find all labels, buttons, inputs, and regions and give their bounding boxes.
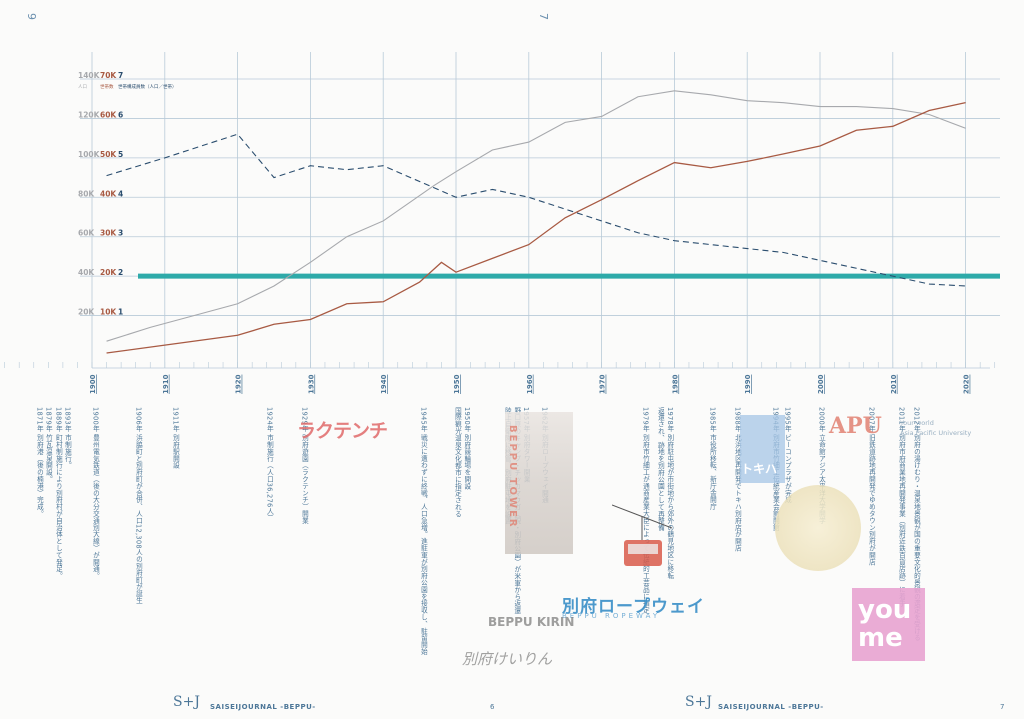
apu-logo-sub: Your world Asia Pacific University xyxy=(900,419,972,437)
timeline-entry-t1978: 1978年 別府駐屯地が市街地から郊外の鶴見地区に移転 返還され、跡地を別府公園… xyxy=(656,407,674,580)
footer-page-number-left: 6 xyxy=(490,703,495,711)
timeline-entry-t1871: 1871年 別府港（後の楠港）完成。 xyxy=(35,407,44,518)
y-tick-households-7: 70K xyxy=(100,71,117,80)
tokiha-logo: トキハ xyxy=(741,462,778,476)
bamboo-craft-photo xyxy=(775,485,861,571)
y-tick-households-2: 20K xyxy=(100,268,117,277)
decade-label-1970: 1970 xyxy=(599,374,607,394)
footer-logo-right: S+J xyxy=(685,694,712,710)
legend-households: 世帯数 xyxy=(100,83,114,90)
y-tick-avg-1: 1 xyxy=(118,308,123,317)
y-tick-households-1: 10K xyxy=(100,308,117,317)
timeline-entry-t1906: 1906年 浜脇町と別府町が合併、人口12,308人の別府町が誕生 xyxy=(134,407,143,605)
timeline-entry-t1911: 1911年 別府駅開設 xyxy=(171,407,180,469)
timeline-entry-t1929: 1929年 別府遊園（ラクテンチ）開業 xyxy=(300,407,309,524)
decade-label-1910: 1910 xyxy=(162,374,170,394)
timeline-entry-t1889: 1889年 町村制施行により別府村が自治体として発足。 xyxy=(54,407,63,580)
decade-label-1900: 1900 xyxy=(89,374,97,394)
timeline-entry-t1900: 1900年 豊州電気鉄道（後の大分交通別大線）が開通。 xyxy=(91,407,100,580)
beppu-tower-logo: BEPPU TOWER xyxy=(507,425,518,529)
footer-logo-left: S+J xyxy=(173,694,200,710)
y-tick-population-2: 40K xyxy=(78,268,95,277)
y-tick-households-4: 40K xyxy=(100,189,117,198)
decade-label-2020: 2020 xyxy=(963,374,971,394)
y-tick-avg-3: 3 xyxy=(118,229,123,238)
y-tick-population-4: 80K xyxy=(78,189,95,198)
y-tick-households-3: 30K xyxy=(100,229,117,238)
timeline-entry-t2012: 2012年 別府の湯けむり・温泉地景観が国の重要文化的景観の選定を受ける xyxy=(912,407,921,642)
youme-logo-block xyxy=(852,588,925,661)
apu-logo: APU xyxy=(829,413,882,439)
decade-label-1950: 1950 xyxy=(453,374,461,394)
series-line-0 xyxy=(106,90,966,342)
y-tick-avg-7: 7 xyxy=(118,71,123,80)
timeline-entry-t1979: 1979年 別府市竹細工が通商産業大臣によって伝統的工芸品に指定 xyxy=(641,407,650,614)
timeline-entry-t1995: 1995年 ビーコンプラザが完成 xyxy=(783,407,792,504)
decade-label-1920: 1920 xyxy=(235,374,243,394)
timeline-entry-t1924: 1924年 市制施行（人口36,276人） xyxy=(265,407,274,522)
y-tick-population-7: 140K xyxy=(78,71,101,80)
timeline-entry-t1895: 1893年 市制施行。 xyxy=(63,407,72,469)
decade-label-1980: 1980 xyxy=(671,374,679,394)
youme-logo: you me xyxy=(858,595,912,653)
legend-avg: 世帯構成員数（人口／世帯） xyxy=(118,83,177,90)
kirin-logo-jp: 別府けいりん xyxy=(462,650,553,668)
rakutenchi-logo: ラクテンチ xyxy=(297,420,388,442)
beppu-tower-photo xyxy=(505,412,573,554)
y-tick-population-1: 20K xyxy=(78,308,95,317)
timeline-entry-t2011: 2011年 別府市府商業地再開発事業（別府近鉄百貨店跡）に着手 xyxy=(897,407,906,607)
timeline-entry-t1985: 1985年 市役所移転、新庁舎開庁 xyxy=(708,407,717,511)
y-tick-avg-5: 5 xyxy=(118,150,123,159)
timeline-entry-t1988: 1988年 北浜地区再開発でトキハ別府店が開店 xyxy=(733,407,742,552)
y-tick-population-6: 120K xyxy=(78,110,101,119)
decade-label-2010: 2010 xyxy=(890,374,898,394)
footer-page-number-right: 7 xyxy=(1000,703,1005,711)
footer-brand-left: SAISEIJOURNAL -BEPPU- xyxy=(210,703,316,711)
tokiha-logo-block xyxy=(740,415,785,483)
y-tick-avg-4: 4 xyxy=(118,189,123,198)
series-line-1 xyxy=(106,102,966,354)
y-tick-households-6: 60K xyxy=(100,110,117,119)
timeline-entry-t1879: 1879年 竹瓦温泉開設。 xyxy=(44,407,53,483)
y-tick-avg-6: 6 xyxy=(118,110,123,119)
decade-label-1930: 1930 xyxy=(307,374,315,394)
series-line-2 xyxy=(106,133,966,287)
kirin-logo: BEPPU KIRIN xyxy=(488,615,575,629)
decade-label-1990: 1990 xyxy=(744,374,752,394)
decade-label-2000: 2000 xyxy=(817,374,825,394)
y-tick-households-5: 50K xyxy=(100,150,117,159)
timeline-entry-t2000: 2000年 立命館アジア太平洋大学開学 xyxy=(817,407,826,524)
footer-brand-right: SAISEIJOURNAL -BEPPU- xyxy=(718,703,824,711)
y-tick-avg-2: 2 xyxy=(118,268,123,277)
ropeway-gondola-icon xyxy=(612,504,672,566)
decade-label-1960: 1960 xyxy=(526,374,534,394)
timeline-entry-t1950: 1950年 別府競輪場を開設 国際観光温泉文化都市に指定される xyxy=(453,407,471,518)
decade-label-1940: 1940 xyxy=(380,374,388,394)
ropeway-logo-sub: BEPPU ROPEWAY xyxy=(562,612,661,620)
y-tick-population-5: 100K xyxy=(78,150,101,159)
y-tick-population-3: 60K xyxy=(78,229,95,238)
timeline-entry-t2007: 2007年 旧鉄道跡地再開発でゆめタウン別府が開店 xyxy=(867,407,876,566)
ropeway-logo: 別府ロープウェイ xyxy=(562,597,705,617)
legend-population: 人口 xyxy=(78,84,87,90)
timeline-entry-t1945: 1945年 戦災に遭わずに終戦、人口急増。進駐軍が別府公園を接収し、駐留開始 xyxy=(419,407,428,656)
